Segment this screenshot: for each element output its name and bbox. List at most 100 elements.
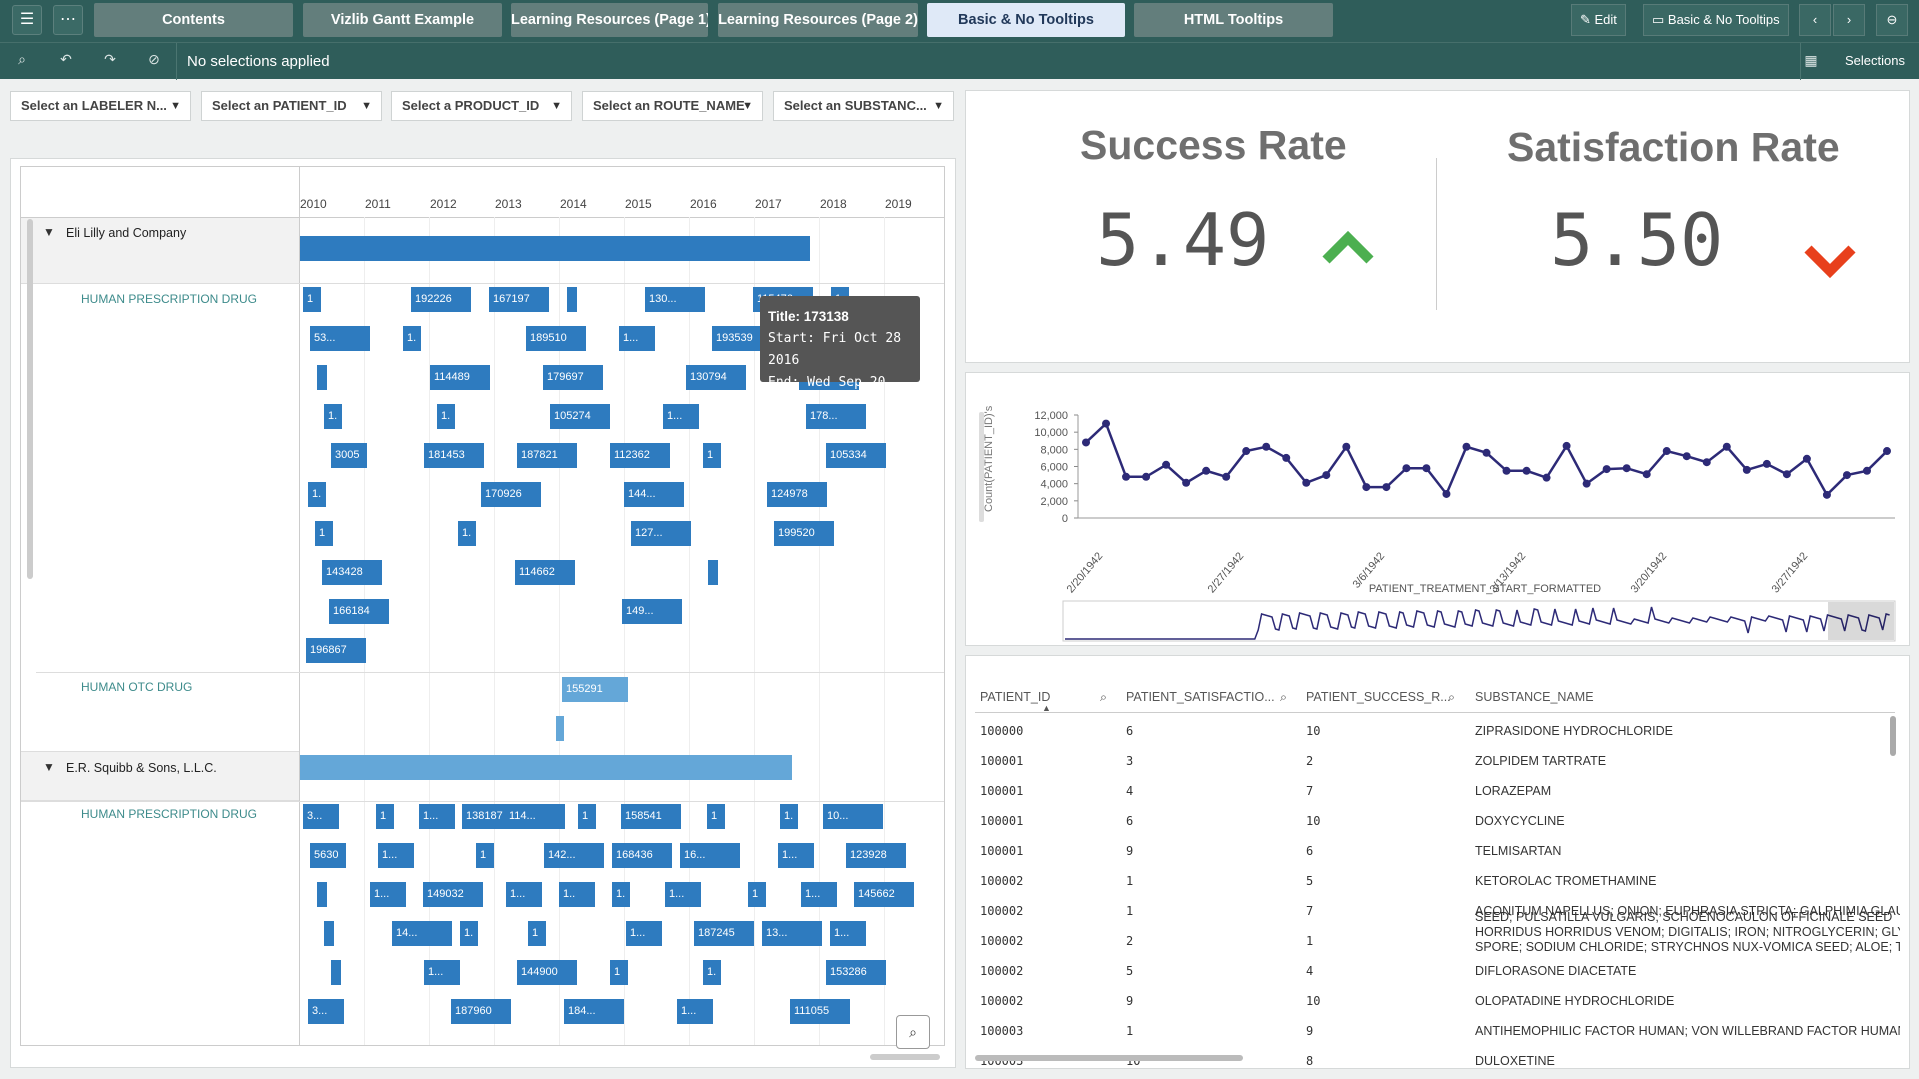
- column-search-icon[interactable]: ⌕: [1448, 690, 1456, 704]
- gantt-task-bar[interactable]: 1...: [370, 882, 406, 907]
- gantt-task-bar[interactable]: 114489: [430, 365, 490, 390]
- data-point[interactable]: [1322, 471, 1331, 480]
- gantt-task-bar[interactable]: 1...: [424, 960, 460, 985]
- gantt-task-bar[interactable]: 1: [528, 921, 546, 946]
- gantt-task-bar[interactable]: [664, 804, 674, 829]
- gantt-task-bar[interactable]: 5630: [310, 843, 346, 868]
- table-row[interactable]: 100001 3 2 ZOLPIDEM TARTRATE: [975, 745, 1895, 775]
- gantt-task-bar[interactable]: 3005: [331, 443, 367, 468]
- selections-button[interactable]: Selections: [1845, 53, 1905, 68]
- column-header[interactable]: PATIENT_SUCCESS_R...: [1306, 690, 1451, 704]
- data-point[interactable]: [1762, 459, 1771, 468]
- gantt-task-bar[interactable]: 127...: [631, 521, 691, 546]
- zoom-search-icon[interactable]: ⌕: [896, 1015, 930, 1049]
- data-point[interactable]: [1202, 466, 1211, 475]
- data-point[interactable]: [1442, 489, 1451, 498]
- gantt-task-bar[interactable]: [556, 716, 564, 741]
- chart-scrollbar[interactable]: [979, 412, 984, 522]
- data-point[interactable]: [1142, 472, 1151, 481]
- data-point[interactable]: [1722, 442, 1731, 451]
- collapse-triangle-icon[interactable]: ▼: [43, 225, 55, 239]
- gantt-group-header[interactable]: ▼ E.R. Squibb & Sons, L.L.C.: [21, 751, 299, 801]
- edit-button[interactable]: ✎ Edit: [1571, 4, 1626, 36]
- tab-html-tooltips[interactable]: HTML Tooltips: [1134, 3, 1333, 37]
- data-point[interactable]: [1302, 478, 1311, 487]
- data-point[interactable]: [1522, 466, 1531, 475]
- table-row[interactable]: 100001 4 7 LORAZEPAM: [975, 775, 1895, 805]
- table-horizontal-scrollbar[interactable]: [975, 1055, 1243, 1061]
- data-point[interactable]: [1582, 479, 1591, 488]
- gantt-task-bar[interactable]: 1: [748, 882, 766, 907]
- gantt-task-bar[interactable]: 3...: [308, 999, 344, 1024]
- gantt-task-bar[interactable]: 144...: [624, 482, 684, 507]
- gantt-task-bar[interactable]: [324, 921, 334, 946]
- data-point[interactable]: [1883, 447, 1891, 456]
- data-point[interactable]: [1122, 472, 1131, 481]
- gantt-task-bar[interactable]: 1...: [663, 404, 699, 429]
- smart-search-icon[interactable]: ⌕: [18, 51, 26, 67]
- gantt-task-bar[interactable]: 149...: [622, 599, 682, 624]
- data-point[interactable]: [1162, 460, 1171, 469]
- gantt-task-bar[interactable]: 179697: [543, 365, 603, 390]
- group-summary-bar[interactable]: [300, 755, 792, 780]
- gantt-task-bar[interactable]: 1: [703, 443, 721, 468]
- gantt-task-bar[interactable]: [866, 804, 876, 829]
- gantt-task-bar[interactable]: 184...: [564, 999, 624, 1024]
- gantt-task-bar[interactable]: 130...: [645, 287, 705, 312]
- patient-count-line-chart[interactable]: 0 2,000 4,000 6,000 8,000 10,000 12,000 Count(P…: [965, 372, 1910, 646]
- gantt-task-bar[interactable]: 1.: [703, 960, 721, 985]
- gantt-task-bar[interactable]: 1.: [324, 404, 342, 429]
- gantt-task-bar[interactable]: 143428: [322, 560, 382, 585]
- table-row[interactable]: 100003 1 9 ANTIHEMOPHILIC FACTOR HUMAN; VON…: [975, 1015, 1900, 1045]
- gantt-task-bar[interactable]: 187960: [451, 999, 511, 1024]
- gantt-task-bar[interactable]: 16...: [680, 843, 740, 868]
- gantt-task-bar[interactable]: 149032: [423, 882, 483, 907]
- gantt-task-bar[interactable]: 1...: [419, 804, 455, 829]
- data-point[interactable]: [1382, 483, 1391, 492]
- gantt-task-bar[interactable]: 187821: [517, 443, 577, 468]
- table-row[interactable]: 100002 1 7 ACONITUM NAPELLUS; ONION; EUPHRA…: [975, 895, 1900, 925]
- gantt-task-bar[interactable]: 53...: [310, 326, 370, 351]
- gantt-task-bar[interactable]: 155291: [562, 677, 628, 702]
- filter-product-id[interactable]: Select a PRODUCT_ID ▼: [391, 91, 572, 121]
- data-point[interactable]: [1222, 472, 1231, 481]
- column-header[interactable]: PATIENT_ID: [980, 690, 1051, 704]
- gantt-task-bar[interactable]: 187245: [694, 921, 754, 946]
- data-point[interactable]: [1242, 447, 1251, 456]
- selections-grid-icon[interactable]: ▦: [1804, 52, 1818, 68]
- gantt-task-bar[interactable]: [317, 882, 327, 907]
- table-row[interactable]: 100002 5 4 DIFLORASONE DIACETATE: [975, 955, 1895, 985]
- gantt-task-bar[interactable]: 1: [315, 521, 333, 546]
- table-row[interactable]: 100001 9 6 TELMISARTAN: [975, 835, 1895, 865]
- gantt-task-bar[interactable]: 167197: [489, 287, 549, 312]
- gantt-task-bar[interactable]: 1.: [403, 326, 421, 351]
- gantt-task-bar[interactable]: 189510: [526, 326, 586, 351]
- gantt-vertical-scrollbar[interactable]: [27, 219, 33, 579]
- data-point[interactable]: [1622, 464, 1631, 473]
- data-point[interactable]: [1742, 465, 1751, 474]
- gantt-task-bar[interactable]: 14...: [392, 921, 452, 946]
- gantt-task-bar[interactable]: 144900: [517, 960, 577, 985]
- gantt-task-bar[interactable]: 142...: [544, 843, 604, 868]
- back-circle-button[interactable]: ⊖: [1876, 4, 1908, 36]
- data-point[interactable]: [1462, 442, 1471, 451]
- gantt-task-bar[interactable]: 1.: [437, 404, 455, 429]
- gantt-task-bar[interactable]: 105334: [826, 443, 886, 468]
- data-point[interactable]: [1482, 448, 1491, 457]
- gantt-task-bar[interactable]: [708, 560, 718, 585]
- table-row[interactable]: 100002 2 1: [975, 925, 1895, 955]
- filter-route-name[interactable]: Select an ROUTE_NAME ▼: [582, 91, 763, 121]
- gantt-task-bar[interactable]: 1.: [458, 521, 476, 546]
- gantt-task-bar[interactable]: 1...: [619, 326, 655, 351]
- menu-icon[interactable]: ☰: [12, 5, 42, 35]
- gantt-task-bar[interactable]: 114662: [515, 560, 575, 585]
- data-point[interactable]: [1842, 471, 1851, 480]
- data-point[interactable]: [1362, 483, 1371, 492]
- gantt-task-bar[interactable]: 1.: [780, 804, 798, 829]
- tab-vizlib-gantt[interactable]: Vizlib Gantt Example: [303, 3, 502, 37]
- data-point[interactable]: [1502, 466, 1511, 475]
- data-point[interactable]: [1782, 470, 1791, 479]
- tab-contents[interactable]: Contents: [94, 3, 293, 37]
- gantt-task-bar[interactable]: 170926: [481, 482, 541, 507]
- data-point[interactable]: [1262, 442, 1271, 451]
